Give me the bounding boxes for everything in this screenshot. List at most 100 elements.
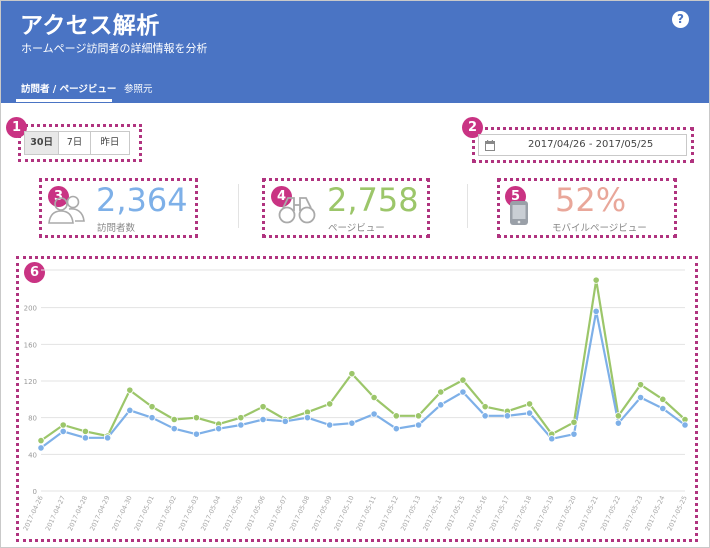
period-selector: 30日 7日 昨日 — [24, 131, 130, 155]
data-point — [414, 421, 423, 429]
x-tick-label: 2017-05-12 — [377, 494, 400, 532]
date-range-picker[interactable]: 2017/04/26 - 2017/05/25 — [478, 134, 687, 156]
callout-frame-6 — [16, 256, 698, 542]
data-point — [459, 388, 467, 396]
data-point — [614, 419, 622, 427]
smartphone-icon — [510, 201, 528, 225]
data-point — [437, 388, 445, 396]
data-point — [104, 434, 112, 442]
mobile-label: モバイルページビュー — [552, 223, 647, 234]
data-point — [659, 404, 667, 413]
calendar-icon — [485, 140, 495, 151]
x-tick-label: 2017-04-28 — [66, 494, 89, 532]
data-point — [481, 403, 489, 411]
visitors-icon — [48, 195, 85, 224]
y-tick-label: 80 — [28, 415, 37, 423]
data-point — [525, 409, 534, 417]
data-point — [192, 430, 201, 438]
x-tick-label: 2017-05-05 — [221, 494, 244, 532]
data-point — [592, 307, 600, 315]
stat-divider — [467, 184, 468, 228]
data-point — [459, 376, 467, 384]
period-option-30d[interactable]: 30日 — [25, 132, 60, 154]
data-point — [192, 414, 201, 422]
data-point — [503, 412, 511, 420]
data-point — [636, 381, 645, 389]
data-point — [59, 421, 67, 429]
data-point — [126, 386, 134, 394]
data-point — [570, 418, 578, 426]
data-point — [170, 415, 178, 424]
data-point — [303, 414, 312, 422]
mobile-share: 52% — [555, 181, 627, 219]
x-tick-label: 2017-05-15 — [444, 494, 467, 532]
x-tick-label: 2017-05-17 — [488, 494, 511, 532]
x-tick-label: 2017-05-24 — [643, 494, 666, 532]
x-tick-label: 2017-05-18 — [510, 494, 533, 532]
date-range-text: 2017/04/26 - 2017/05/25 — [528, 139, 654, 150]
data-point — [259, 415, 267, 424]
data-point — [259, 403, 267, 411]
callout-badge-1: 1 — [6, 117, 27, 138]
data-point — [59, 427, 67, 436]
data-point — [81, 427, 90, 436]
data-point — [348, 419, 356, 427]
callout-frame-5 — [497, 178, 677, 238]
x-tick-label: 2017-05-03 — [177, 494, 200, 532]
x-tick-label: 2017-04-27 — [44, 494, 67, 532]
series-line — [40, 279, 686, 442]
callout-frame-4 — [262, 178, 430, 238]
callout-frame-2 — [472, 127, 694, 163]
active-tab-indicator — [16, 99, 112, 102]
data-point — [481, 412, 489, 420]
x-tick-label: 2017-05-21 — [577, 494, 600, 532]
page-subtitle: ホームページ訪問者の詳細情報を分析 — [21, 42, 208, 55]
x-tick-label: 2017-05-23 — [621, 494, 644, 532]
help-icon[interactable]: ? — [672, 11, 689, 28]
x-tick-label: 2017-05-19 — [532, 494, 555, 532]
x-tick-label: 2017-05-16 — [466, 494, 489, 532]
visitors-count: 2,364 — [96, 181, 188, 219]
data-point — [281, 417, 289, 425]
data-point — [326, 421, 334, 429]
data-point — [37, 444, 45, 452]
data-point — [414, 412, 423, 420]
series-line — [40, 310, 686, 449]
x-tick-label: 2017-04-26 — [22, 494, 45, 532]
data-point — [592, 276, 600, 284]
period-option-7d[interactable]: 7日 — [59, 132, 91, 154]
data-point — [525, 400, 534, 408]
data-point — [681, 421, 689, 429]
tab-visitors-pageviews[interactable]: 訪問者 / ページビュー — [21, 84, 117, 95]
y-tick-label: 120 — [24, 378, 37, 386]
callout-badge-2: 2 — [462, 117, 483, 138]
x-tick-label: 2017-05-01 — [133, 494, 156, 532]
data-point — [570, 430, 578, 438]
y-tick-label: 0 — [33, 488, 37, 496]
data-point — [392, 425, 400, 433]
x-tick-label: 2017-05-08 — [288, 494, 311, 532]
callout-badge-6: 6 — [24, 262, 45, 283]
data-point — [348, 370, 356, 378]
x-tick-label: 2017-05-07 — [266, 494, 289, 532]
period-option-yesterday[interactable]: 昨日 — [100, 137, 120, 148]
x-tick-label: 2017-05-09 — [310, 494, 333, 532]
data-point — [659, 395, 667, 403]
data-point — [370, 393, 378, 402]
x-tick-label: 2017-05-25 — [666, 494, 689, 532]
data-point — [636, 393, 645, 402]
data-point — [37, 436, 45, 445]
x-tick-label: 2017-05-14 — [421, 494, 444, 532]
x-tick-label: 2017-05-04 — [199, 494, 222, 532]
pageviews-count: 2,758 — [327, 181, 419, 219]
binoculars-icon — [278, 197, 316, 224]
x-tick-label: 2017-05-11 — [355, 494, 378, 532]
x-tick-label: 2017-04-30 — [110, 494, 133, 532]
tab-referrers[interactable]: 参照元 — [124, 84, 153, 95]
x-tick-label: 2017-05-10 — [332, 494, 355, 532]
x-tick-label: 2017-04-29 — [88, 494, 111, 532]
stat-divider — [238, 184, 239, 228]
data-point — [237, 421, 245, 429]
data-point — [237, 414, 245, 422]
